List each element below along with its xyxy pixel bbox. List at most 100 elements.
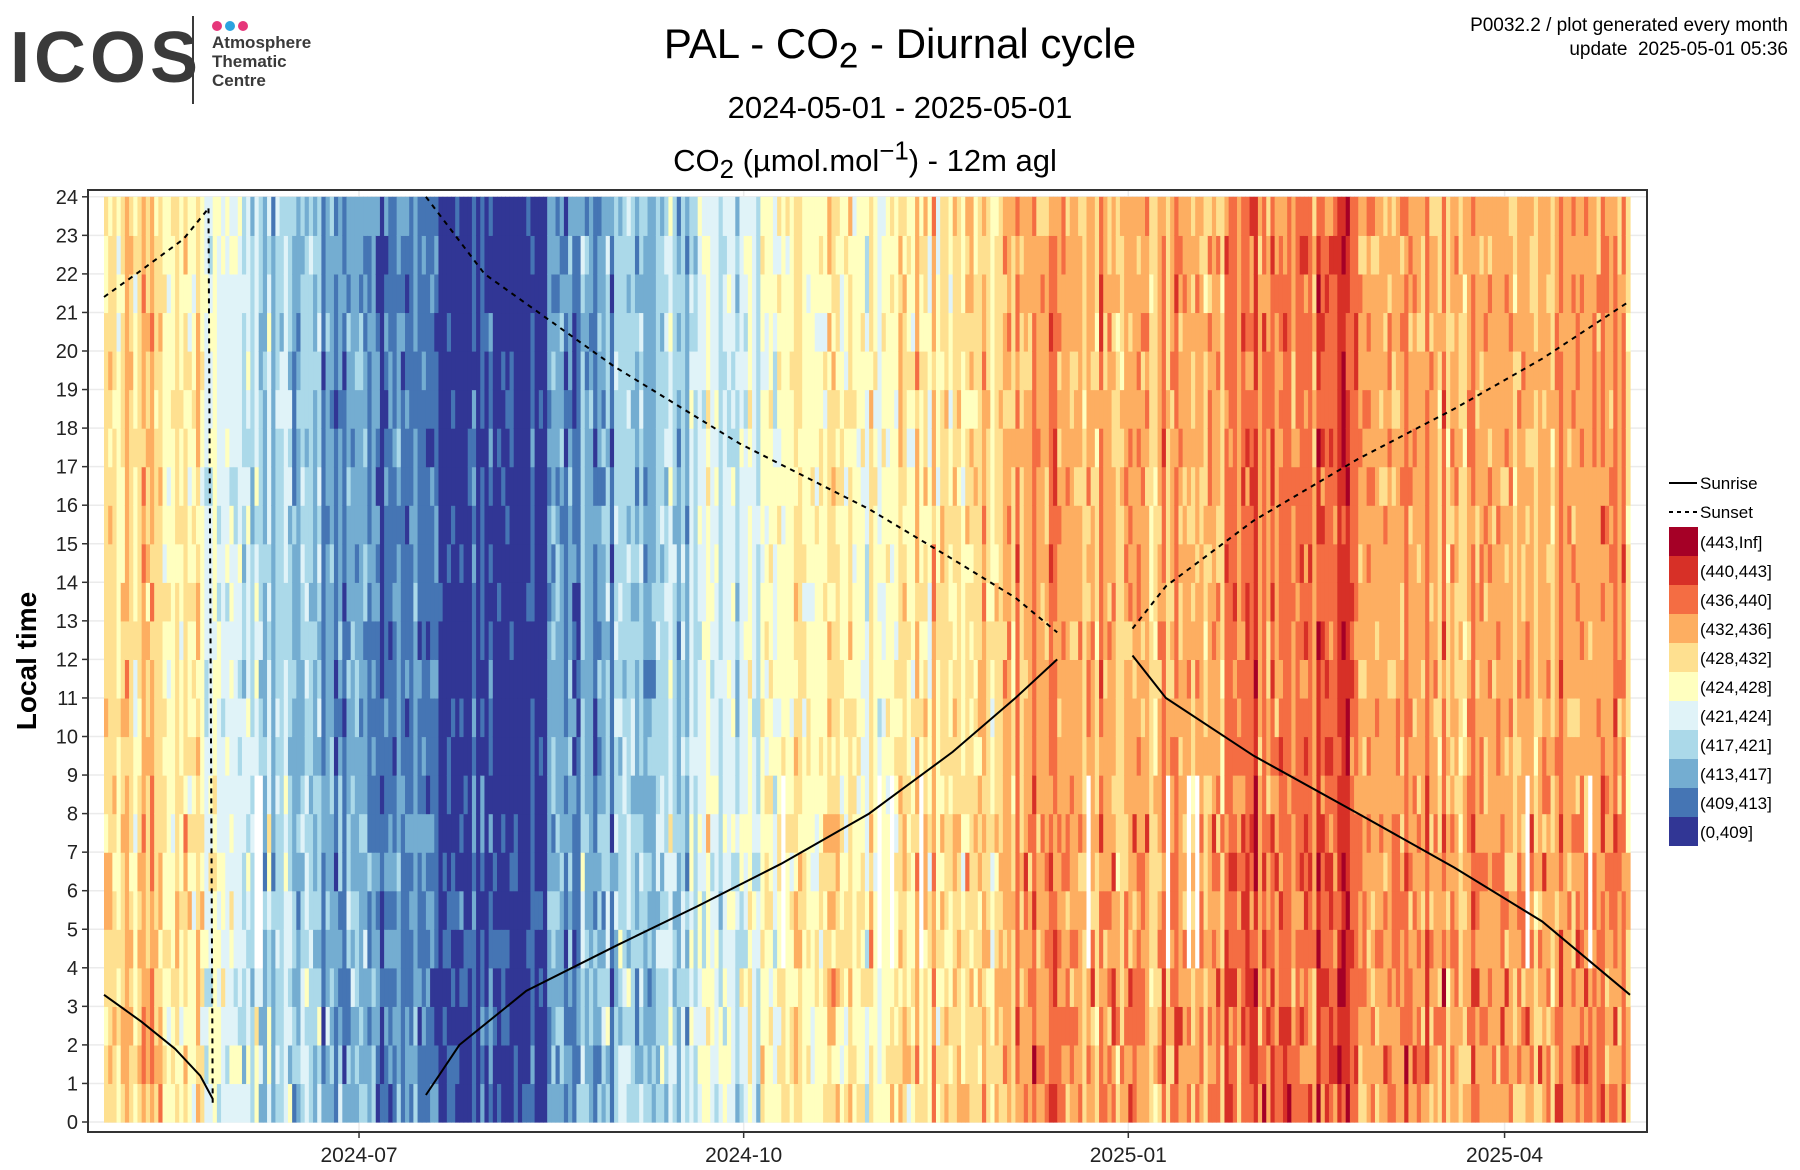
- heatmap-cell: [492, 736, 498, 776]
- heatmap-cell: [831, 890, 837, 930]
- heatmap-cell: [149, 1006, 155, 1046]
- heatmap-cell: [680, 890, 686, 930]
- heatmap-cell: [547, 196, 552, 236]
- heatmap-cell: [133, 697, 139, 738]
- heatmap-cell: [948, 582, 954, 622]
- heatmap-cell: [145, 813, 151, 853]
- heatmap-cell: [568, 196, 573, 236]
- heatmap-cell: [676, 351, 682, 391]
- heatmap-cell: [651, 351, 657, 391]
- heatmap-cell: [898, 196, 904, 236]
- heatmap-cell: [756, 620, 761, 660]
- heatmap-cell: [626, 775, 632, 815]
- heatmap-cell: [208, 428, 214, 468]
- heatmap-cell: [120, 1006, 126, 1046]
- heatmap-cell: [706, 196, 711, 236]
- heatmap-cell: [676, 235, 682, 275]
- heatmap-cell: [354, 312, 360, 352]
- heatmap-cell: [614, 736, 619, 776]
- heatmap-cell: [835, 196, 841, 236]
- heatmap-cell: [463, 813, 469, 853]
- heatmap-cell: [233, 659, 239, 699]
- heatmap-cell: [241, 890, 247, 930]
- heatmap-cell: [710, 659, 715, 699]
- heatmap-cell: [622, 890, 628, 930]
- heatmap-cell: [267, 582, 272, 622]
- heatmap-cell: [116, 273, 122, 314]
- heatmap-cell: [785, 659, 791, 699]
- heatmap-cell: [538, 312, 544, 352]
- heatmap-cell: [701, 351, 707, 391]
- heatmap-cell: [551, 428, 557, 468]
- heatmap-cell: [104, 351, 109, 391]
- heatmap-cell: [622, 273, 628, 314]
- heatmap-cell: [438, 775, 444, 815]
- heatmap-cell: [191, 466, 197, 506]
- heatmap-cell: [676, 659, 682, 699]
- heatmap-cell: [526, 890, 532, 930]
- heatmap-cell: [191, 775, 197, 815]
- heatmap-cell: [480, 428, 486, 468]
- heatmap-cell: [718, 389, 724, 429]
- heatmap-cell: [308, 1006, 314, 1046]
- heatmap-cell: [685, 351, 690, 391]
- heatmap-cell: [593, 196, 598, 236]
- heatmap-cell: [526, 659, 532, 699]
- logo-dot: [238, 21, 248, 31]
- heatmap-cell: [605, 351, 611, 391]
- heatmap-cell: [601, 852, 607, 892]
- heatmap-cell: [551, 813, 557, 853]
- heatmap-cell: [321, 736, 327, 776]
- heatmap-cell: [212, 543, 218, 583]
- heatmap-cell: [438, 582, 444, 622]
- heatmap-cell: [655, 697, 661, 738]
- heatmap-cell: [547, 1006, 552, 1046]
- heatmap-cell: [839, 428, 845, 468]
- heatmap-cell: [789, 852, 795, 892]
- heatmap-cell: [287, 505, 293, 545]
- heatmap-cell: [350, 1044, 356, 1085]
- heatmap-cell: [726, 1006, 732, 1046]
- heatmap-cell: [873, 351, 879, 391]
- heatmap-cell: [906, 775, 912, 815]
- heatmap-cell: [547, 351, 552, 391]
- heatmap-cell: [655, 813, 661, 853]
- heatmap-cell: [965, 967, 971, 1007]
- heatmap-cell: [614, 697, 619, 738]
- heatmap-cell: [547, 967, 552, 1007]
- heatmap-cell: [768, 196, 774, 236]
- heatmap-cell: [116, 505, 122, 545]
- heatmap-cell: [237, 775, 243, 815]
- heatmap-cell: [881, 351, 887, 391]
- heatmap-cell: [927, 967, 933, 1007]
- heatmap-cell: [831, 775, 837, 815]
- heatmap-cell: [141, 273, 147, 314]
- heatmap-cell: [463, 852, 469, 892]
- heatmap-cell: [576, 351, 582, 391]
- heatmap-cell: [869, 775, 874, 815]
- heatmap-cell: [388, 428, 394, 468]
- heatmap-cell: [375, 428, 381, 468]
- heatmap-cell: [526, 428, 532, 468]
- heatmap-cell: [894, 1044, 899, 1085]
- heatmap-cell: [731, 582, 736, 622]
- heatmap-cell: [221, 736, 226, 776]
- heatmap-cell: [864, 428, 870, 468]
- heatmap-cell: [664, 351, 670, 391]
- heatmap-cell: [940, 235, 945, 275]
- heatmap-cell: [313, 505, 318, 545]
- heatmap-cell: [568, 620, 573, 660]
- heatmap-cell: [354, 852, 360, 892]
- heatmap-cell: [701, 620, 707, 660]
- heatmap-cell: [195, 813, 201, 853]
- heatmap-cell: [191, 312, 197, 352]
- heatmap-cell: [384, 736, 389, 776]
- heatmap-cell: [789, 929, 795, 969]
- heatmap-cell: [927, 389, 933, 429]
- heatmap-cell: [183, 582, 189, 622]
- heatmap-cell: [923, 273, 929, 314]
- heatmap-cell: [480, 1083, 486, 1123]
- heatmap-cell: [743, 1044, 749, 1085]
- heatmap-cell: [430, 196, 435, 236]
- heatmap-cell: [827, 351, 833, 391]
